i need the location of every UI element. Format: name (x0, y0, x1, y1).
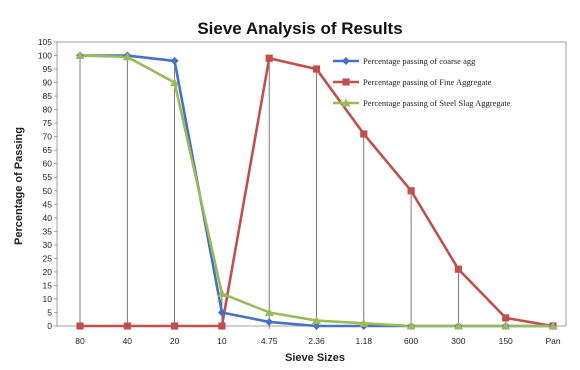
x-tick-label: 10 (217, 336, 227, 346)
y-tick-label: 40 (43, 213, 53, 223)
x-tick-label: Pan (545, 336, 560, 346)
y-tick-label: 70 (43, 132, 53, 142)
x-tick-label: 600 (404, 336, 418, 346)
y-tick-label: 90 (43, 78, 53, 88)
x-tick-label: 20 (170, 336, 180, 346)
data-point (217, 308, 226, 317)
y-tick-label: 35 (43, 226, 53, 236)
y-tick-label: 60 (43, 159, 53, 169)
data-point (122, 52, 132, 61)
y-tick-label: 20 (43, 267, 53, 277)
data-point (265, 54, 273, 62)
data-point (501, 321, 511, 330)
data-point (76, 322, 84, 330)
legend-entry: Percentage passing of coarse agg (363, 56, 476, 66)
data-point (312, 316, 321, 325)
data-point (75, 51, 85, 60)
y-tick-label: 55 (43, 172, 53, 182)
data-point (312, 65, 321, 73)
x-tick-label: 1.18 (356, 336, 373, 346)
data-point (407, 187, 415, 195)
data-point (171, 322, 179, 330)
x-axis-label: Sieve Sizes (285, 352, 345, 364)
y-tick-label: 65 (43, 145, 53, 155)
y-tick-label: 15 (43, 280, 53, 290)
data-point (264, 307, 274, 316)
legend-marker (342, 57, 350, 65)
y-tick-label: 95 (43, 64, 53, 74)
data-point (123, 322, 131, 330)
legend-entry: Percentage passing of Fine Aggregate (363, 77, 492, 87)
x-tick-label: 300 (451, 336, 465, 346)
legend-entry: Percentage passing of Steel Slag Aggrega… (363, 98, 511, 108)
data-point (406, 321, 416, 330)
y-tick-label: 80 (43, 105, 53, 115)
data-point (359, 318, 369, 327)
plot-area: 0 5 10 15 20 25 30 35 40 45 50 55 60 65 70 75 80 85 90 95 10… (38, 37, 567, 346)
y-tick-label: 105 (38, 37, 52, 47)
x-tick-label: 150 (499, 336, 513, 346)
data-point (265, 317, 274, 326)
data-point (170, 56, 179, 65)
y-tick-label: 50 (43, 186, 53, 196)
x-tick-label: 4.75 (261, 336, 278, 346)
y-tick-label: 30 (43, 240, 53, 250)
data-point (548, 321, 558, 330)
data-point (218, 322, 226, 330)
data-point (217, 289, 227, 298)
y-axis-label: Percentage of Passing (13, 127, 25, 245)
legend-marker (342, 78, 350, 86)
plot-border (56, 41, 567, 327)
data-point (454, 265, 462, 273)
data-point (360, 130, 368, 138)
y-tick-label: 25 (43, 253, 53, 263)
y-tick-label: 100 (38, 51, 52, 61)
x-tick-label: 40 (123, 336, 133, 346)
data-point (170, 78, 180, 87)
y-tick-label: 45 (43, 199, 53, 209)
legend-marker (341, 98, 351, 107)
y-tick-label: 5 (47, 307, 52, 317)
y-tick-label: 0 (47, 321, 52, 331)
y-tick-label: 85 (43, 91, 53, 101)
y-tick-label: 10 (43, 294, 53, 304)
data-point (453, 321, 463, 330)
chart-title: Sieve Analysis of Results (197, 19, 402, 38)
data-point (502, 314, 510, 322)
x-tick-label: 80 (75, 336, 85, 346)
x-tick-label: 2.36 (308, 336, 325, 346)
legend: Percentage passing of coarse agg Percenta… (333, 56, 511, 108)
y-tick-label: 75 (43, 118, 53, 128)
